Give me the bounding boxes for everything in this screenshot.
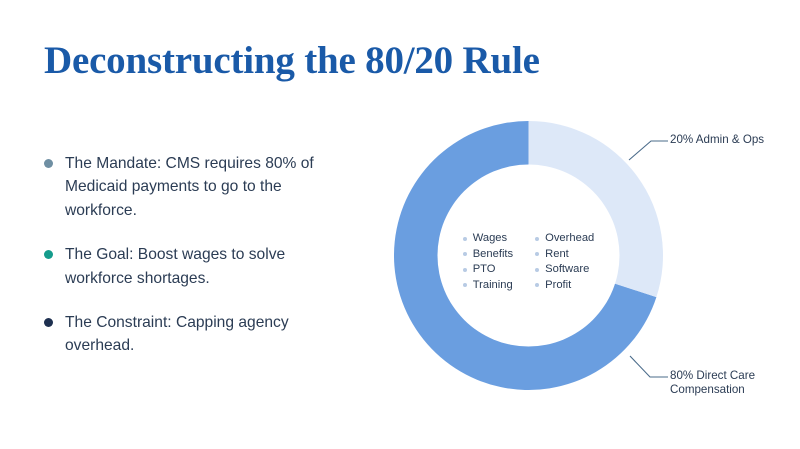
bullet-dot-icon bbox=[462, 236, 467, 241]
bullet-dot-icon bbox=[44, 159, 53, 168]
center-item-label: Rent bbox=[545, 247, 569, 260]
bullet-dot-icon bbox=[535, 283, 540, 288]
list-item: The Constraint: Capping agency overhead. bbox=[44, 311, 334, 358]
list-item: The Mandate: CMS requires 80% of Medicai… bbox=[44, 152, 334, 222]
center-list-item: Overhead bbox=[535, 231, 594, 247]
bullet-dot-icon bbox=[44, 250, 53, 260]
center-list-item: Rent bbox=[535, 247, 594, 263]
bullet-dot-icon bbox=[44, 317, 53, 327]
center-item-label: Wages bbox=[472, 232, 508, 244]
page-title: Deconstructing the 80/20 Rule bbox=[44, 39, 540, 82]
center-item-label: Profit bbox=[545, 278, 572, 291]
center-label-column-left: Wages Benefits PTO Training bbox=[462, 231, 514, 294]
center-list-item: Profit bbox=[535, 278, 594, 294]
callout-admin-label: 20% Admin & Ops bbox=[670, 133, 765, 146]
center-list-item: PTO bbox=[462, 262, 513, 278]
donut-hole bbox=[437, 164, 620, 347]
list-item-label: The Goal: Boost wages to solve workforce… bbox=[65, 246, 286, 287]
center-list-item: Wages bbox=[462, 231, 513, 247]
bullet-dot-icon bbox=[535, 236, 540, 241]
center-list-item: Training bbox=[462, 278, 513, 294]
center-item-label: Software bbox=[545, 263, 590, 275]
callout-direct-care: 80% Direct Care Compensation bbox=[670, 369, 755, 397]
list-item-label: The Mandate: CMS requires 80% of Medicai… bbox=[65, 155, 314, 219]
donut-center-labels: Wages Benefits PTO Training Overhead bbox=[394, 231, 663, 293]
center-list-item: Software bbox=[535, 262, 594, 278]
center-item-label: PTO bbox=[472, 263, 496, 275]
center-list-item: Benefits bbox=[462, 247, 514, 263]
list-item: The Goal: Boost wages to solve workforce… bbox=[44, 243, 334, 290]
bullet-dot-icon bbox=[535, 252, 540, 257]
callout-admin-ops: 20% Admin & Ops bbox=[670, 133, 764, 147]
center-label-column-right: Overhead Rent Software Profit bbox=[535, 231, 594, 293]
donut-chart-svg bbox=[394, 121, 663, 390]
bullet-list: The Mandate: CMS requires 80% of Medicai… bbox=[44, 152, 334, 379]
bullet-dot-icon bbox=[462, 252, 467, 257]
center-item-label: Overhead bbox=[545, 232, 595, 244]
center-item-label: Benefits bbox=[472, 247, 514, 260]
center-item-label: Training bbox=[472, 278, 513, 291]
donut-chart bbox=[394, 121, 663, 390]
callout-direct-line2: Compensation bbox=[670, 383, 745, 396]
bullet-dot-icon bbox=[462, 283, 467, 288]
bullet-dot-icon bbox=[535, 267, 540, 272]
bullet-dot-icon bbox=[462, 267, 467, 272]
callout-direct-line1: 80% Direct Care bbox=[670, 369, 756, 382]
list-item-label: The Constraint: Capping agency overhead. bbox=[65, 313, 289, 355]
